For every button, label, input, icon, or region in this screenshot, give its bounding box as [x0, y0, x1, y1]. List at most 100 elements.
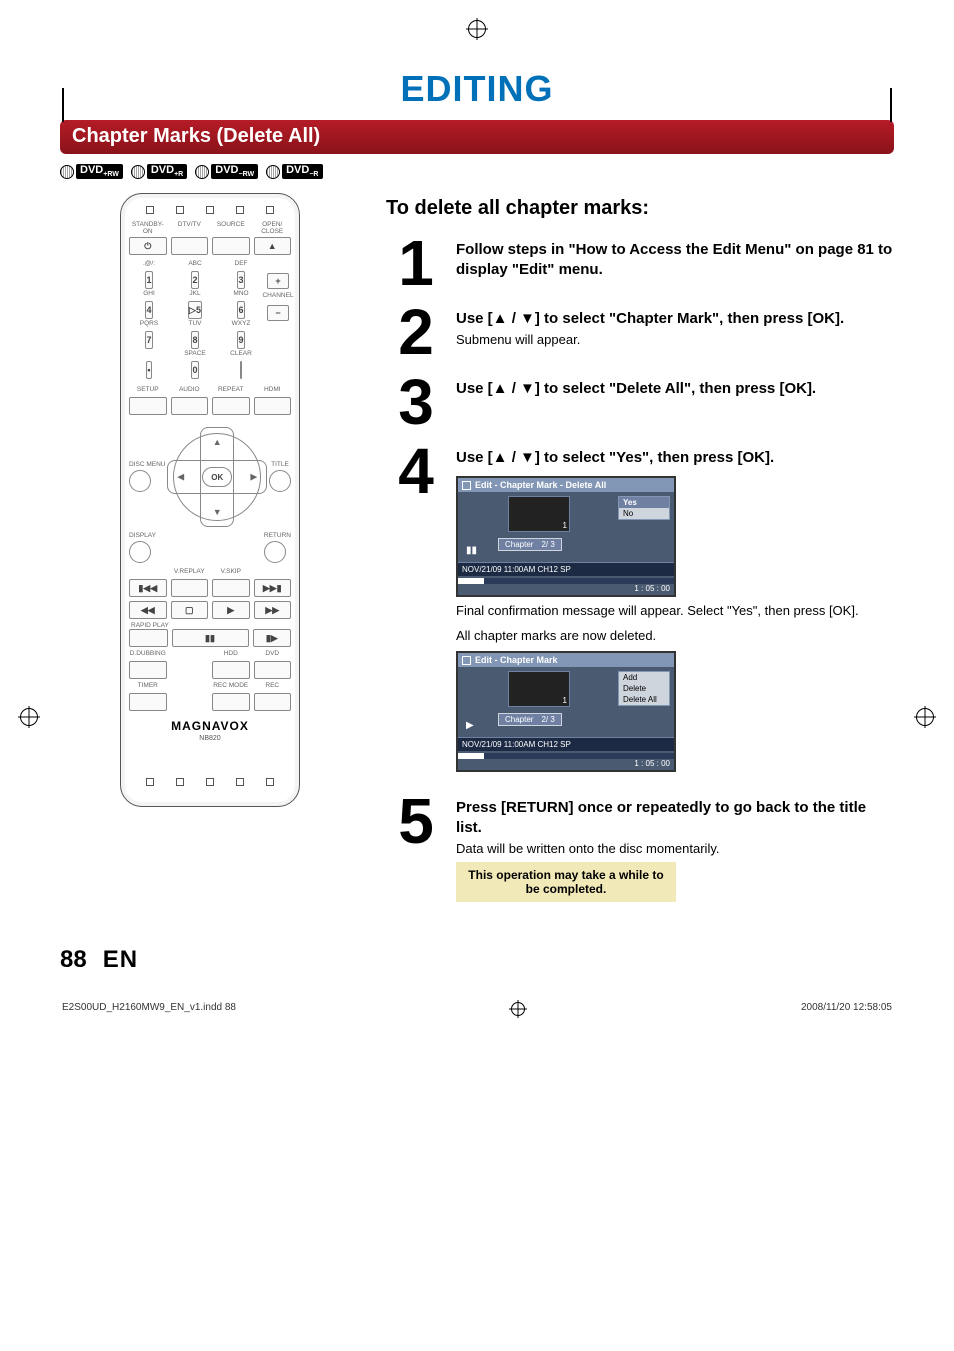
label-dtvtv: DTV/TV — [171, 222, 209, 235]
step-5-sub: Data will be written onto the disc momen… — [456, 841, 894, 856]
key-vreplay — [171, 579, 209, 597]
label-title: TITLE — [269, 462, 291, 470]
label-clear: CLEAR — [230, 351, 252, 359]
key-0: 0 — [191, 361, 198, 379]
step-2-sub: Submenu will appear. — [456, 332, 894, 347]
key-standby: ⏻ — [129, 237, 167, 255]
instructions-column: To delete all chapter marks: 1 Follow st… — [386, 193, 894, 919]
label-standby: STANDBY-ON — [129, 222, 167, 235]
label-rec: REC — [254, 683, 292, 691]
key-openclose: ▲ — [254, 237, 292, 255]
abc-1: .@/: — [143, 261, 155, 269]
model: NB820 — [129, 735, 291, 742]
key-4: 4 — [145, 301, 152, 319]
key-vskip — [212, 579, 250, 597]
key-chminus: − — [267, 305, 289, 321]
brand: MAGNAVOX — [129, 719, 291, 733]
osd-icon — [462, 481, 471, 490]
osd-icon — [462, 656, 471, 665]
key-ff: ▶▶ — [254, 601, 292, 619]
key-2: 2 — [191, 271, 198, 289]
badge-dvd-plus-rw: DVD+RW — [60, 164, 123, 179]
osd2-title: Edit - Chapter Mark — [475, 655, 558, 665]
label-openclose: OPEN/ CLOSE — [254, 222, 292, 235]
step-4: 4 Use [▲ / ▼] to select "Yes", then pres… — [386, 446, 894, 778]
section-heading: Chapter Marks (Delete All) — [60, 120, 894, 154]
abc-4: GHI — [143, 291, 155, 299]
osd-delete-all: Edit - Chapter Mark - Delete All 1 Yes N… — [456, 476, 676, 597]
footer-mark — [511, 1002, 525, 1016]
crop-mark-left — [62, 88, 64, 122]
osd2-chapter-label: Chapter — [505, 715, 533, 724]
page-number: 88 EN — [60, 946, 894, 974]
dpad-down-icon: ▼ — [213, 507, 222, 517]
label-rapid: RAPID PLAY — [131, 622, 291, 629]
step-2: 2 Use [▲ / ▼] to select "Chapter Mark", … — [386, 307, 894, 358]
key-skipfwd: ▶▶▮ — [254, 579, 292, 597]
label-audio: AUDIO — [171, 387, 209, 395]
label-blank3 — [254, 569, 292, 577]
key-stop: ▢ — [171, 601, 209, 619]
step-2-text: Use [▲ / ▼] to select "Chapter Mark", th… — [456, 309, 894, 329]
step-number: 3 — [386, 377, 446, 428]
label-dvd: DVD — [254, 651, 292, 659]
osd-chapter-mark: Edit - Chapter Mark 1 Add Delete Delete … — [456, 651, 676, 772]
footer-left: E2S00UD_H2160MW9_EN_v1.indd 88 — [62, 1002, 236, 1016]
key-rew: ◀◀ — [129, 601, 167, 619]
osd1-title: Edit - Chapter Mark - Delete All — [475, 480, 606, 490]
dpad-right-icon: ▶ — [250, 472, 257, 483]
osd1-opt-yes: Yes — [619, 497, 669, 508]
abc-2: ABC — [188, 261, 201, 269]
abc-5: JKL — [189, 291, 200, 299]
key-dot: • — [146, 361, 151, 379]
key-ddub — [129, 661, 167, 679]
key-chplus: + — [267, 273, 289, 289]
osd1-chapter-label: Chapter — [505, 540, 533, 549]
osd2-play-icon: ▶ — [466, 720, 474, 731]
osd1-status: NOV/21/09 11:00AM CH12 SP — [462, 565, 571, 574]
badge-dvd-minus-r: DVD−R — [266, 164, 322, 179]
page: EDITING Chapter Marks (Delete All) DVD+R… — [0, 68, 954, 1056]
key-pause: ▮▮ — [172, 629, 249, 647]
key-clear — [240, 361, 242, 379]
key-display — [129, 541, 151, 563]
key-hdd — [212, 661, 250, 679]
label-discmenu: DISC MENU — [129, 462, 165, 470]
registration-mark-right — [916, 708, 934, 726]
osd2-thumb: 1 — [508, 671, 570, 707]
dpad-up-icon: ▲ — [213, 437, 222, 447]
key-play: ▶ — [212, 601, 250, 619]
ir-window-bottom — [135, 778, 285, 786]
label-vskip: V.SKIP — [212, 569, 250, 577]
step-3-text: Use [▲ / ▼] to select "Delete All", then… — [456, 379, 894, 399]
osd1-time: 1 : 05 : 00 — [458, 584, 674, 595]
key-return — [264, 541, 286, 563]
osd2-chapter: Chapter 2/ 3 — [498, 713, 562, 726]
key-title — [269, 470, 291, 492]
key-3: 3 — [237, 271, 244, 289]
label-blank2 — [129, 569, 167, 577]
label-return: RETURN — [264, 533, 291, 541]
osd1-pause-icon: ▮▮ — [466, 545, 477, 556]
osd1-menu: Yes No — [618, 496, 670, 520]
osd1-chapter-val: 2/ 3 — [541, 540, 554, 549]
osd1-thumb-num: 1 — [563, 521, 567, 530]
osd2-progress — [458, 753, 674, 759]
ir-window-top — [135, 206, 285, 214]
osd2-time: 1 : 05 : 00 — [458, 759, 674, 770]
key-setup — [129, 397, 167, 415]
step-4-note-1: Final confirmation message will appear. … — [456, 603, 894, 618]
step-4-note-2: All chapter marks are now deleted. — [456, 628, 894, 643]
osd1-chapter: Chapter 2/ 3 — [498, 538, 562, 551]
step-number: 5 — [386, 796, 446, 902]
label-hdd: HDD — [212, 651, 250, 659]
footer-right: 2008/11/20 12:58:05 — [801, 1002, 892, 1016]
disc-badges: DVD+RW DVD+R DVD−RW DVD−R — [60, 164, 894, 179]
osd2-thumb-num: 1 — [563, 696, 567, 705]
registration-mark-left — [20, 708, 38, 726]
key-ok: OK — [202, 467, 232, 487]
key-skipback: ▮◀◀ — [129, 579, 167, 597]
osd1-thumb: 1 — [508, 496, 570, 532]
osd1-opt-no: No — [619, 508, 669, 519]
key-recmode — [212, 693, 250, 711]
